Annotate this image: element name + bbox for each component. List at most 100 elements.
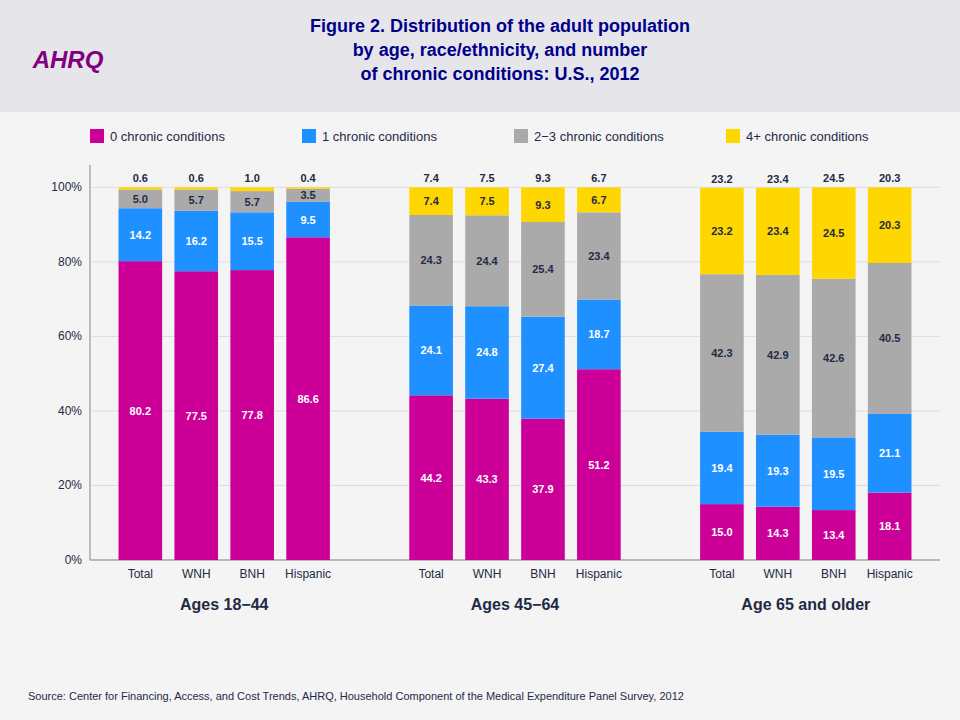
- data-label: 24.1: [420, 344, 441, 356]
- legend-label: 1 chronic conditions: [322, 129, 437, 144]
- data-label: 7.4: [423, 195, 439, 207]
- data-label: 6.7: [591, 194, 606, 206]
- header: [0, 0, 960, 112]
- y-tick-label: 60%: [58, 329, 82, 343]
- data-label: 24.3: [420, 254, 441, 266]
- x-tick-label: WNH: [763, 567, 792, 581]
- y-tick-label: 20%: [58, 478, 82, 492]
- top-label: 20.3: [879, 172, 900, 184]
- bar-segment: [286, 237, 330, 560]
- data-label: 19.3: [767, 465, 788, 477]
- legend-label: 0 chronic conditions: [110, 129, 225, 144]
- x-tick-label: WNH: [473, 567, 502, 581]
- data-label: 13.4: [823, 529, 845, 541]
- legend-swatch: [90, 129, 104, 143]
- data-label: 19.5: [823, 468, 844, 480]
- data-label: 14.2: [130, 229, 151, 241]
- bar-segment: [230, 270, 274, 560]
- bar-segment: [812, 510, 856, 560]
- bar-segment: [119, 187, 163, 189]
- x-tick-label: Hispanic: [576, 567, 622, 581]
- data-label: 5.0: [133, 193, 148, 205]
- data-label: 25.4: [532, 263, 554, 275]
- bar-segment: [465, 306, 509, 398]
- data-label: 14.3: [767, 527, 788, 539]
- data-label: 15.5: [241, 235, 262, 247]
- bar-segment: [868, 414, 912, 493]
- x-tick-label: Total: [709, 567, 734, 581]
- bar-segment: [521, 317, 565, 419]
- source: Source: Center for Financing, Access, an…: [28, 690, 684, 702]
- x-tick-label: Hispanic: [867, 567, 913, 581]
- bar-segment: [465, 215, 509, 306]
- bar-segment: [868, 493, 912, 560]
- top-label: 7.5: [479, 172, 494, 184]
- y-tick-label: 80%: [58, 255, 82, 269]
- data-label: 23.4: [588, 250, 610, 262]
- group-label: Ages 45−64: [471, 596, 560, 613]
- legend-swatch: [726, 129, 740, 143]
- bar-segment: [577, 212, 621, 299]
- top-label: 1.0: [245, 172, 260, 184]
- top-label: 23.4: [767, 173, 789, 185]
- title-line: of chronic conditions: U.S., 2012: [360, 64, 639, 84]
- top-label: 9.3: [535, 172, 550, 184]
- bar-segment: [521, 222, 565, 317]
- data-label: 9.5: [300, 214, 315, 226]
- data-label: 42.3: [711, 347, 732, 359]
- top-label: 7.4: [423, 172, 439, 184]
- bar-segment: [577, 369, 621, 560]
- bar-segment: [521, 187, 565, 222]
- bar-segment: [230, 212, 274, 270]
- data-label: 19.4: [711, 462, 733, 474]
- data-label: 86.6: [297, 393, 318, 405]
- data-labels: 80.214.25.00.677.516.25.70.677.815.55.71…: [130, 172, 901, 541]
- x-tick-label: BNH: [530, 567, 555, 581]
- data-label: 15.0: [711, 526, 732, 538]
- bar-segment: [868, 263, 912, 414]
- bar-segment: [286, 189, 330, 202]
- bar-segment: [700, 504, 744, 560]
- bar-segment: [756, 188, 800, 275]
- x-tick-label: BNH: [239, 567, 264, 581]
- bar-segment: [700, 274, 744, 432]
- data-label: 16.2: [186, 235, 207, 247]
- legend-swatch: [302, 129, 316, 143]
- x-tick-label: Total: [128, 567, 153, 581]
- bar-segment: [230, 187, 274, 191]
- x-tick-label: Hispanic: [285, 567, 331, 581]
- legend-label: 2−3 chronic conditions: [534, 129, 664, 144]
- bar-segment: [756, 275, 800, 435]
- data-label: 18.1: [879, 520, 900, 532]
- data-label: 37.9: [532, 483, 553, 495]
- bar-segment: [409, 187, 453, 215]
- top-label: 0.6: [189, 172, 204, 184]
- data-label: 80.2: [130, 405, 151, 417]
- group-label: Age 65 and older: [741, 596, 870, 613]
- top-label: 0.4: [300, 172, 316, 184]
- bar-segment: [174, 211, 218, 271]
- title: Figure 2. Distribution of the adult popu…: [310, 16, 690, 84]
- data-label: 42.6: [823, 352, 844, 364]
- chart: AHRQFigure 2. Distribution of the adult …: [0, 0, 960, 720]
- data-label: 44.2: [420, 472, 441, 484]
- data-label: 3.5: [300, 189, 315, 201]
- data-label: 43.3: [476, 473, 497, 485]
- bar-segment: [577, 187, 621, 212]
- data-label: 24.4: [476, 255, 498, 267]
- title-line: Figure 2. Distribution of the adult popu…: [310, 16, 690, 36]
- legend-swatch: [514, 129, 528, 143]
- group-label: Ages 18−44: [180, 596, 269, 613]
- top-label: 6.7: [591, 172, 606, 184]
- y-tick-label: 0%: [65, 553, 83, 567]
- data-label: 5.7: [245, 196, 260, 208]
- bar-segment: [700, 188, 744, 274]
- bars: [119, 187, 912, 560]
- data-label: 18.7: [588, 328, 609, 340]
- bar-segment: [230, 191, 274, 212]
- bar-segment: [756, 507, 800, 560]
- data-label: 51.2: [588, 459, 609, 471]
- data-label: 20.3: [879, 219, 900, 231]
- data-label: 40.5: [879, 332, 900, 344]
- bar-segment: [812, 187, 856, 278]
